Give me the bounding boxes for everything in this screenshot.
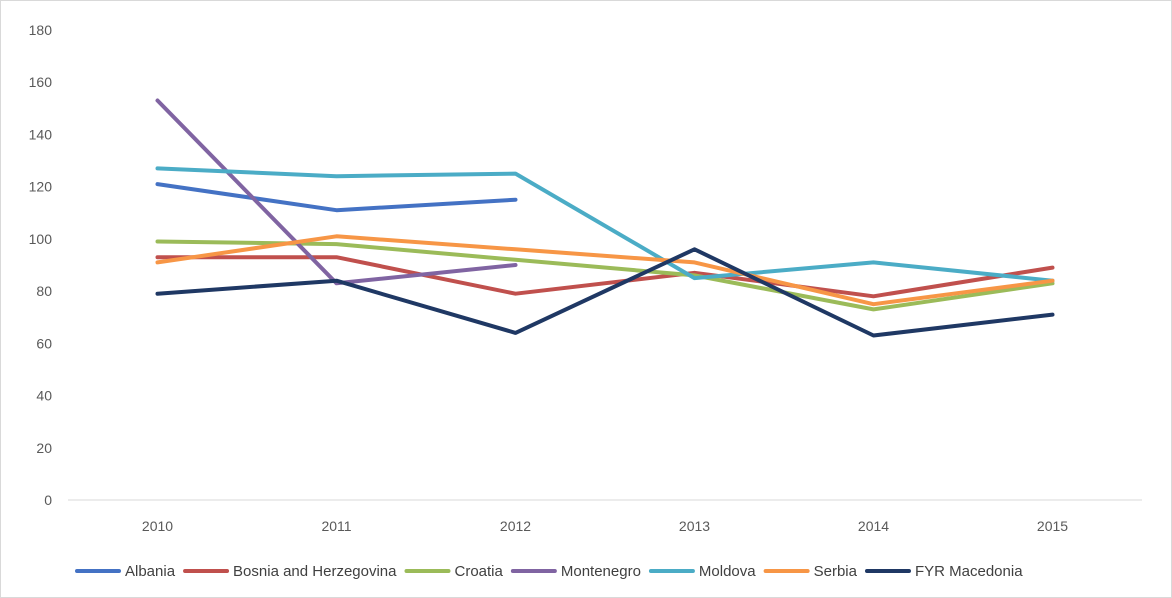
legend-item: Montenegro	[510, 563, 641, 580]
x-axis-ticks: 2010 2011 2012 2013 2014 2015	[142, 518, 1068, 534]
legend-label: Bosnia and Herzegovina	[233, 563, 397, 580]
y-tick-label: 60	[36, 335, 52, 351]
y-tick-label: 20	[36, 440, 52, 456]
y-axis-ticks: 0 20 40 60 80 100 120 140 160 180	[29, 22, 53, 508]
legend-label: Croatia	[455, 563, 504, 580]
legend-label: Serbia	[814, 563, 858, 580]
legend-label: Moldova	[699, 563, 756, 580]
legend-item: Croatia	[404, 563, 504, 580]
x-tick-label: 2012	[500, 518, 531, 534]
series-line-moldova	[155, 166, 1055, 283]
series-line-bosnia-and-herzegovina	[155, 255, 1055, 299]
y-tick-label: 120	[29, 179, 53, 195]
legend-item: FYR Macedonia	[864, 563, 1023, 580]
y-tick-label: 180	[29, 22, 53, 38]
legend-label: Montenegro	[561, 563, 641, 580]
x-tick-label: 2014	[858, 518, 889, 534]
x-tick-label: 2011	[321, 518, 351, 534]
legend-label: FYR Macedonia	[915, 563, 1023, 580]
series-line-albania	[155, 182, 518, 213]
y-tick-label: 100	[29, 231, 53, 247]
series-line-montenegro	[155, 98, 518, 286]
legend-label: Albania	[125, 563, 176, 580]
x-tick-label: 2015	[1037, 518, 1068, 534]
series-line-croatia	[155, 239, 1055, 312]
legend-item: Albania	[75, 563, 176, 580]
y-tick-label: 40	[36, 388, 52, 404]
x-tick-label: 2013	[679, 518, 710, 534]
y-tick-label: 160	[29, 74, 53, 90]
legend-item: Serbia	[763, 563, 858, 580]
x-tick-label: 2010	[142, 518, 173, 534]
series-lines	[155, 98, 1055, 338]
legend-item: Bosnia and Herzegovina	[183, 563, 397, 580]
legend-item: Moldova	[648, 563, 756, 580]
legend: Albania Bosnia and Herzegovina Croatia Mont…	[75, 563, 1023, 580]
y-tick-label: 140	[29, 126, 53, 142]
series-line-fyr-macedonia	[155, 247, 1055, 338]
y-tick-label: 80	[36, 283, 52, 299]
y-tick-label: 0	[44, 492, 52, 508]
series-line-serbia	[155, 234, 1055, 307]
